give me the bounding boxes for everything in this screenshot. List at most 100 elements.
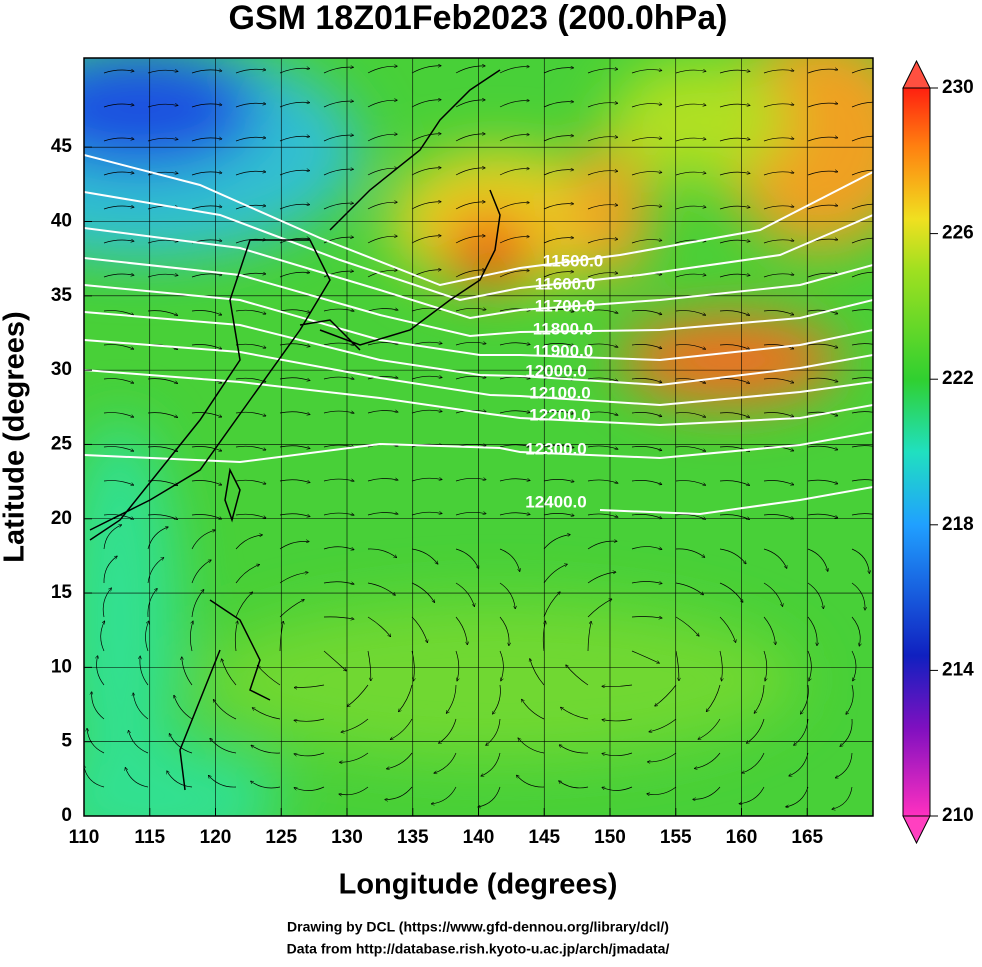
streamline (235, 309, 266, 314)
streamline (675, 514, 706, 520)
streamline (208, 775, 237, 788)
streamline (754, 684, 765, 713)
streamline (455, 202, 485, 210)
colorbar-body (902, 87, 931, 817)
streamline (675, 480, 706, 486)
streamline (543, 68, 574, 74)
streamline (499, 513, 530, 515)
streamline (367, 582, 395, 595)
streamline (103, 525, 122, 550)
streamline (323, 479, 354, 481)
streamline (675, 206, 706, 210)
streamline (675, 172, 706, 176)
streamline (455, 134, 485, 142)
streamline (675, 378, 706, 384)
streamline (294, 786, 325, 791)
streamline (851, 343, 873, 346)
streamline (191, 206, 222, 210)
streamline (323, 237, 353, 244)
streamline (706, 684, 721, 712)
streamline (499, 203, 529, 210)
streamline (323, 445, 354, 447)
streamline (486, 718, 501, 745)
streamline (279, 377, 310, 381)
streamline (235, 103, 266, 108)
streamline (698, 718, 721, 739)
streamline (191, 514, 222, 520)
streamline (587, 572, 616, 584)
streamline (587, 541, 617, 550)
streamline (87, 728, 105, 754)
streamline (367, 616, 391, 637)
streamline (543, 204, 574, 210)
streamline (341, 718, 369, 732)
x-tick-label: 155 (660, 827, 692, 848)
streamline (100, 621, 105, 652)
streamline (279, 170, 310, 176)
streamline (390, 718, 413, 740)
streamline (763, 378, 794, 382)
streamline (763, 138, 794, 142)
streamline (455, 342, 486, 346)
contour-label: 12400.0 (525, 492, 586, 511)
streamline (719, 616, 736, 643)
y-tick-label: 0 (61, 805, 72, 826)
streamline (499, 650, 504, 681)
streamline (851, 169, 873, 176)
streamline (411, 512, 442, 516)
y-tick-label: 25 (51, 433, 73, 454)
streamline (763, 104, 794, 108)
contour-label: 12000.0 (525, 361, 586, 380)
streamline (398, 684, 413, 712)
streamline (631, 617, 662, 619)
contour-line (84, 431, 873, 464)
streamline (191, 70, 222, 74)
streamline (411, 66, 441, 74)
streamline (147, 138, 178, 142)
streamline (602, 787, 633, 791)
streamline (411, 168, 441, 176)
streamline (191, 344, 222, 350)
streamline (323, 581, 354, 584)
streamline (851, 445, 873, 448)
colorbar-extend-low (902, 815, 931, 845)
streamline (763, 514, 794, 518)
streamline (851, 237, 873, 244)
streamline (719, 104, 750, 108)
streamline (763, 480, 794, 484)
streamline (499, 479, 530, 481)
contour-label: 12200.0 (529, 405, 590, 424)
streamline (851, 203, 873, 210)
streamline (543, 535, 570, 550)
streamline (719, 138, 750, 142)
streamline (499, 101, 529, 108)
streamline (339, 752, 369, 762)
streamline (323, 135, 353, 142)
streamline (147, 412, 178, 418)
streamline (455, 650, 459, 681)
streamline (499, 237, 529, 244)
contour-line (84, 227, 873, 320)
streamline (103, 206, 134, 210)
streamline (323, 203, 353, 210)
streamline (279, 136, 310, 142)
streamline (323, 650, 346, 671)
streamline (631, 378, 662, 382)
chart-title: GSM 18Z01Feb2023 (200.0hPa) (229, 0, 728, 37)
streamline (631, 514, 662, 518)
contour-line (599, 486, 873, 516)
contour-line (84, 369, 873, 427)
streamline (367, 309, 398, 312)
streamline (543, 272, 574, 278)
streamline (103, 240, 134, 244)
streamline (103, 344, 134, 350)
streamline (807, 103, 838, 108)
streamline (147, 378, 178, 384)
streamline (675, 650, 679, 681)
streamline (631, 412, 662, 416)
streamline (543, 564, 567, 584)
streamline (455, 66, 485, 74)
streamline (675, 616, 699, 636)
streamline (675, 582, 704, 595)
